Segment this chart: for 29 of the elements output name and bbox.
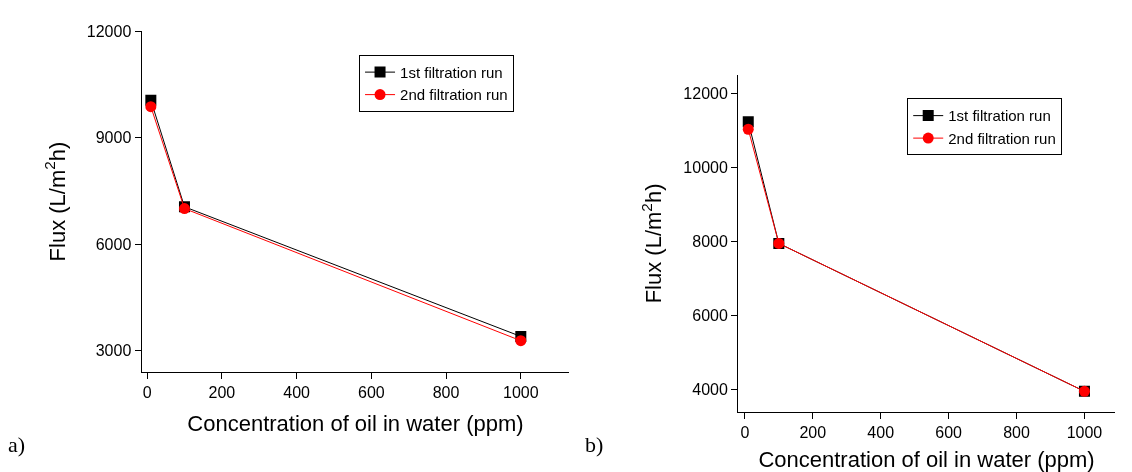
legend-label: 2nd filtration run xyxy=(400,86,508,104)
y-tick-label: 12000 xyxy=(86,22,132,40)
x-tick-label: 400 xyxy=(867,424,895,442)
x-tick-label: 1000 xyxy=(1066,424,1103,442)
x-axis-title: Concentration of oil in water (ppm) xyxy=(187,411,524,437)
y-tick-label: 8000 xyxy=(692,233,728,251)
x-tick-label: 600 xyxy=(357,384,385,402)
text: a) xyxy=(8,432,26,457)
x-tick-label: 0 xyxy=(740,424,750,442)
y-tick-label: 4000 xyxy=(692,381,728,399)
legend-label: 1st filtration run xyxy=(948,107,1051,125)
x-axis-title: Concentration of oil in water (ppm) xyxy=(758,447,1095,472)
text: b) xyxy=(585,432,604,457)
y-tick-label: 12000 xyxy=(683,84,728,102)
x-tick-label: 800 xyxy=(1003,424,1030,442)
y-tick-label: 10000 xyxy=(683,159,728,177)
x-tick-label: 0 xyxy=(142,384,152,402)
y-tick-label: 3000 xyxy=(95,342,132,360)
x-tick-label: 1000 xyxy=(503,384,539,402)
x-tick-label: 600 xyxy=(935,424,963,442)
legend-label: 1st filtration run xyxy=(400,63,503,81)
x-tick-label: 200 xyxy=(208,384,236,402)
x-tick-label: 400 xyxy=(283,384,311,402)
y-tick-label: 6000 xyxy=(95,235,132,253)
legend-label: 2nd filtration run xyxy=(948,129,1056,147)
y-tick-label: 9000 xyxy=(95,129,132,147)
x-tick-label: 200 xyxy=(799,424,827,442)
y-tick-label: 6000 xyxy=(692,307,728,325)
x-tick-label: 800 xyxy=(432,384,460,402)
